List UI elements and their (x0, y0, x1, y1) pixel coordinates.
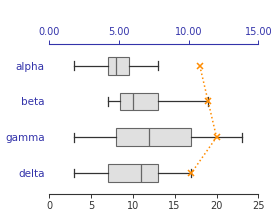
PathPatch shape (108, 164, 158, 182)
PathPatch shape (108, 57, 129, 75)
PathPatch shape (120, 93, 158, 110)
PathPatch shape (116, 128, 191, 146)
